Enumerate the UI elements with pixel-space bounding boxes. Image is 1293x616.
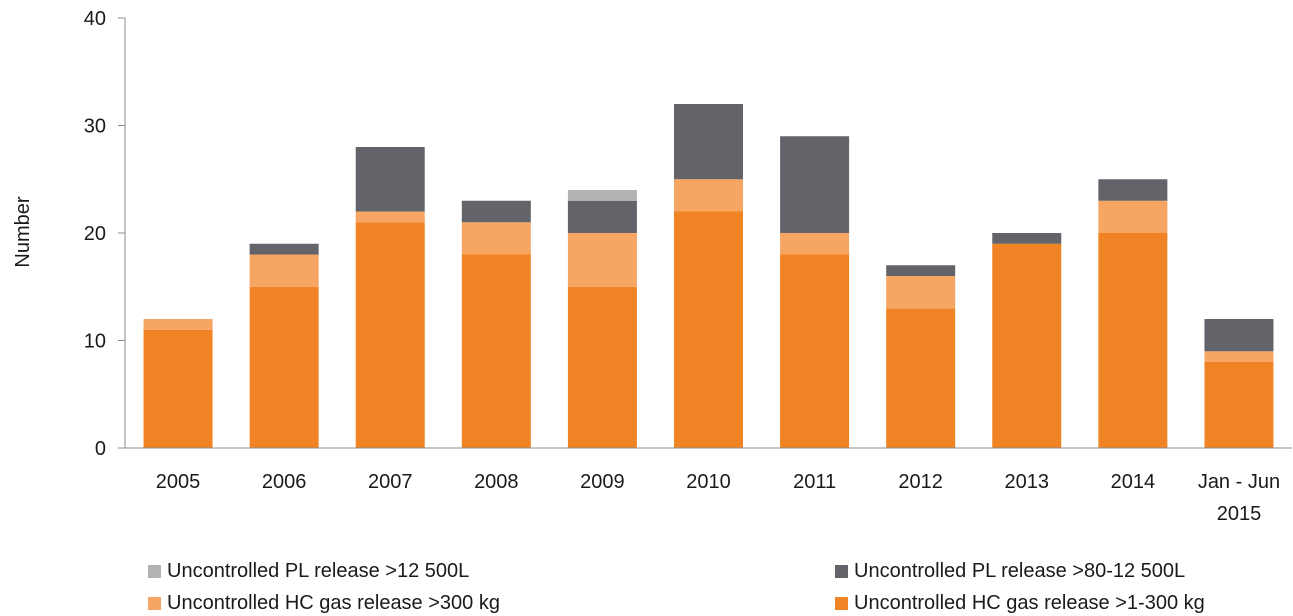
y-tick-label: 40 xyxy=(84,8,106,30)
bar-segment xyxy=(567,190,637,201)
legend-label: Uncontrolled PL release >12 500L xyxy=(167,560,470,582)
bar-segment xyxy=(461,200,531,223)
bar-segment xyxy=(992,233,1062,244)
bar-segment xyxy=(674,104,743,180)
x-tick-label: 2008 xyxy=(474,471,519,493)
bars xyxy=(143,104,1274,448)
bar-segment xyxy=(1204,362,1274,448)
y-axis-title: Number xyxy=(12,196,34,267)
bar-segment xyxy=(780,254,850,448)
bar-segment xyxy=(461,222,531,255)
x-tick-label: 2013 xyxy=(1005,471,1050,493)
bar-segment xyxy=(1204,319,1274,352)
bar-segment xyxy=(886,265,956,276)
y-tick-label: 20 xyxy=(84,223,106,245)
x-tick-label: 2006 xyxy=(262,471,307,493)
bar-segment xyxy=(355,222,425,448)
bar-segment xyxy=(992,243,1062,448)
bar-segment xyxy=(1098,179,1168,201)
x-tick-label: 2009 xyxy=(580,471,625,493)
bar-segment xyxy=(1098,200,1168,233)
legend-item: Uncontrolled PL release >80-12 500L xyxy=(835,560,1185,583)
x-tick-label: 2005 xyxy=(156,471,201,493)
x-tick-label: 2010 xyxy=(686,471,731,493)
bar-segment xyxy=(780,233,850,255)
legend-label: Uncontrolled HC gas release >1-300 kg xyxy=(854,592,1205,614)
x-axis: 2005 2006 2007 2008 2009 2010 2011 2012 2013 2014… xyxy=(125,447,1292,525)
legend-swatch xyxy=(148,597,161,610)
bar-segment xyxy=(355,211,425,223)
legend-item: Uncontrolled HC gas release >300 kg xyxy=(148,592,500,615)
x-tick-label: 2011 xyxy=(793,471,836,493)
bar-segment xyxy=(249,286,319,448)
legend-label: Uncontrolled PL release >80-12 500L xyxy=(854,560,1186,582)
legend-item: Uncontrolled PL release >12 500L xyxy=(148,560,469,583)
bar-segment xyxy=(886,308,956,448)
x-tick-label: 2012 xyxy=(898,471,943,493)
legend-item: Uncontrolled HC gas release >1-300 kg xyxy=(835,592,1205,615)
bar-segment xyxy=(674,179,743,212)
y-tick-label: 0 xyxy=(95,438,106,460)
bar-segment xyxy=(143,329,213,448)
bar-segment xyxy=(143,319,213,330)
legend-swatch xyxy=(835,597,848,610)
bar-segment xyxy=(1098,233,1168,448)
y-axis: 0 10 20 30 40 xyxy=(84,8,126,460)
bar-segment xyxy=(567,286,637,448)
y-tick-label: 10 xyxy=(84,331,106,353)
bar-segment xyxy=(886,276,956,309)
bar-segment xyxy=(249,243,319,255)
legend-label: Uncontrolled HC gas release >300 kg xyxy=(167,592,500,614)
bar-segment xyxy=(674,211,743,448)
bar-segment xyxy=(1204,351,1274,362)
bar-segment xyxy=(780,136,850,233)
x-tick-label: 2007 xyxy=(368,471,413,493)
x-tick-label: 2015 xyxy=(1217,503,1262,525)
legend-swatch xyxy=(835,565,848,578)
bar-segment xyxy=(461,254,531,448)
x-tick-label: Jan - Jun xyxy=(1198,471,1280,493)
bar-segment xyxy=(249,254,319,287)
x-tick-label: 2014 xyxy=(1111,471,1156,493)
y-tick-label: 30 xyxy=(84,116,106,138)
bar-segment xyxy=(567,233,637,287)
bar-segment xyxy=(567,200,637,233)
bar-segment xyxy=(355,147,425,212)
legend-swatch xyxy=(148,565,161,578)
